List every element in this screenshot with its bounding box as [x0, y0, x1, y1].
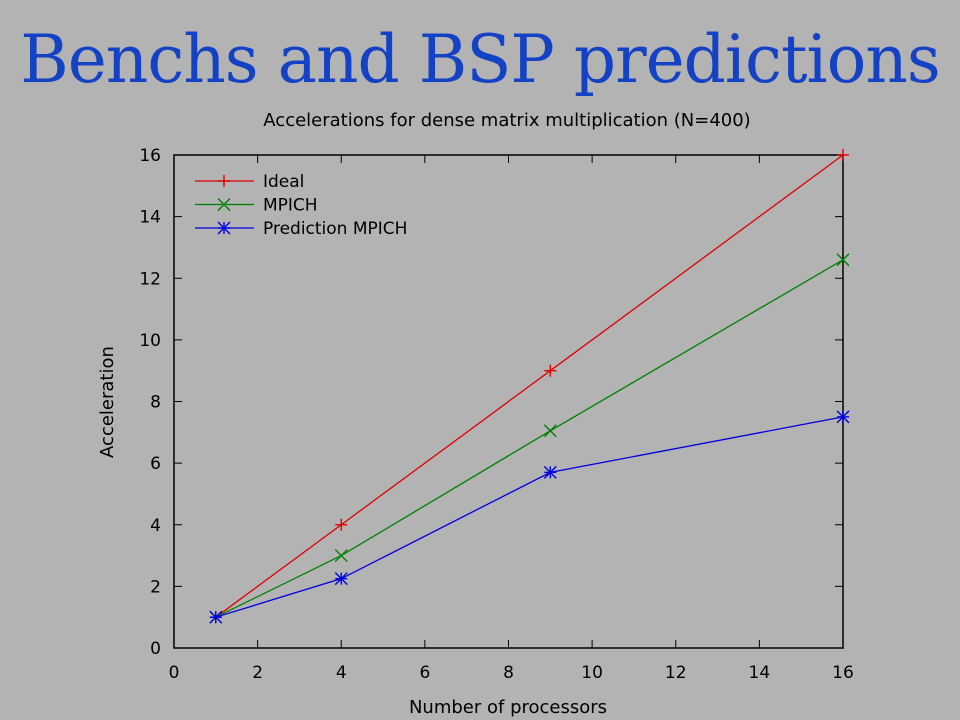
y-tick-label: 2 — [150, 577, 161, 597]
data-point — [335, 518, 348, 531]
data-point — [544, 364, 557, 377]
data-point — [836, 253, 850, 267]
x-tick-label: 12 — [665, 663, 687, 683]
x-tick-label: 0 — [169, 663, 180, 683]
data-point — [334, 572, 348, 586]
data-point — [836, 410, 850, 424]
y-tick-label: 0 — [150, 639, 161, 659]
legend-label: MPICH — [263, 196, 318, 216]
y-tick-label: 10 — [139, 331, 161, 351]
chart-title: Accelerations for dense matrix multiplic… — [263, 110, 750, 131]
data-point — [543, 465, 557, 479]
data-point — [217, 221, 231, 235]
x-tick-label: 10 — [581, 663, 603, 683]
x-axis-label: Number of processors — [409, 697, 607, 718]
data-point — [543, 424, 557, 438]
x-tick-label: 4 — [336, 663, 347, 683]
x-tick-label: 14 — [749, 663, 771, 683]
y-tick-label: 14 — [139, 208, 161, 228]
y-tick-label: 6 — [150, 454, 161, 474]
slide-title: Benchs and BSP predictions — [20, 21, 941, 98]
data-point — [218, 175, 230, 187]
y-tick-label: 8 — [150, 393, 161, 413]
series-line — [215, 416, 844, 618]
x-tick-label: 6 — [419, 663, 430, 683]
legend: Ideal MPICH Prediction MPICH — [195, 172, 407, 239]
x-tick-label: 16 — [832, 663, 854, 683]
legend-label: Ideal — [263, 172, 304, 192]
x-tick-label: 8 — [503, 663, 514, 683]
y-axis-label: Acceleration — [97, 346, 118, 458]
x-tick-label: 2 — [252, 663, 263, 683]
legend-label: Prediction MPICH — [263, 219, 407, 239]
data-point — [217, 198, 231, 211]
y-tick-label: 4 — [150, 516, 161, 536]
data-point — [209, 610, 223, 624]
data-point — [837, 149, 849, 161]
series-line — [215, 259, 844, 618]
y-tick-label: 12 — [139, 269, 161, 289]
series-layer — [209, 149, 850, 624]
y-tick-label: 16 — [139, 146, 161, 166]
data-point — [334, 549, 348, 563]
axis-ticks: 0 2 4 6 8 10 12 14 16 0 2 4 6 8 10 12 14 16 — [139, 146, 853, 683]
series-line — [215, 154, 844, 618]
